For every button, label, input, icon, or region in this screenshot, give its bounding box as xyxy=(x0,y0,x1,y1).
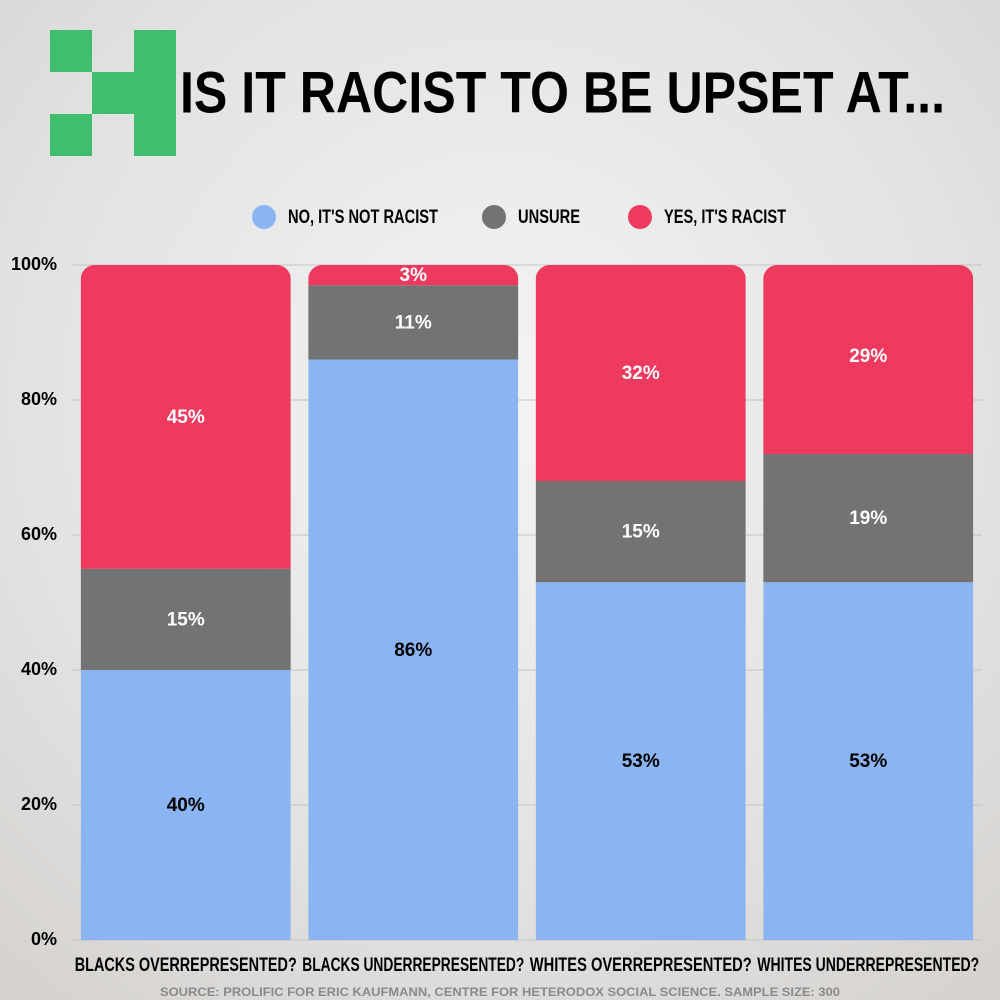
logo-square xyxy=(134,30,176,156)
bar-segment xyxy=(535,481,746,583)
logo-square xyxy=(92,72,134,114)
data-label: 86% xyxy=(394,640,432,661)
bar-segment xyxy=(763,454,974,583)
data-label: 53% xyxy=(622,751,660,772)
x-tick-label: WHITES UNDERREPRESENTED? xyxy=(757,955,979,976)
y-tick-label: 100% xyxy=(11,254,57,274)
data-label: 15% xyxy=(622,522,660,543)
data-label: 19% xyxy=(849,508,887,529)
legend-marker xyxy=(252,205,276,229)
bar-segment xyxy=(535,265,746,481)
bar-segment xyxy=(80,265,291,569)
data-label: 3% xyxy=(400,265,428,286)
bar-group xyxy=(308,265,519,940)
bar-group xyxy=(80,265,291,940)
bar-segment xyxy=(308,265,519,286)
bar-segment xyxy=(763,582,974,940)
y-tick-label: 60% xyxy=(21,524,57,544)
x-tick-label: BLACKS OVERREPRESENTED? xyxy=(75,955,297,976)
data-label: 11% xyxy=(395,312,432,333)
data-label: 15% xyxy=(167,609,205,630)
y-tick-label: 80% xyxy=(21,389,57,409)
bar-segment xyxy=(80,568,291,670)
bar-segment xyxy=(80,670,291,940)
y-tick-label: 20% xyxy=(21,794,57,814)
y-tick-label: 0% xyxy=(31,929,57,949)
legend-label: YES, IT'S RACIST xyxy=(664,207,786,228)
y-tick-label: 40% xyxy=(21,659,57,679)
bar-segment xyxy=(308,285,519,360)
x-tick-label: BLACKS UNDERREPRESENTED? xyxy=(302,955,524,976)
bar-segment xyxy=(763,265,974,454)
source-note: SOURCE: PROLIFIC FOR ERIC KAUFMANN, CENT… xyxy=(160,985,840,999)
legend-label: UNSURE xyxy=(518,207,580,228)
logo-square xyxy=(50,30,92,72)
chart-title: IS IT RACIST TO BE UPSET AT... xyxy=(180,60,945,125)
logo xyxy=(50,30,176,156)
legend-marker xyxy=(628,205,652,229)
data-label: 53% xyxy=(849,751,887,772)
bar-group xyxy=(535,265,746,940)
data-label: 32% xyxy=(622,363,660,384)
legend-marker xyxy=(482,205,506,229)
data-label: 45% xyxy=(167,407,205,428)
logo-square xyxy=(50,114,92,156)
bar-segment xyxy=(308,359,519,940)
bar-group xyxy=(763,265,974,940)
legend-label: NO, IT'S NOT RACIST xyxy=(288,207,438,228)
data-label: 40% xyxy=(167,795,205,816)
data-label: 29% xyxy=(849,346,887,367)
bar-segment xyxy=(535,582,746,940)
x-tick-label: WHITES OVERREPRESENTED? xyxy=(530,955,752,976)
